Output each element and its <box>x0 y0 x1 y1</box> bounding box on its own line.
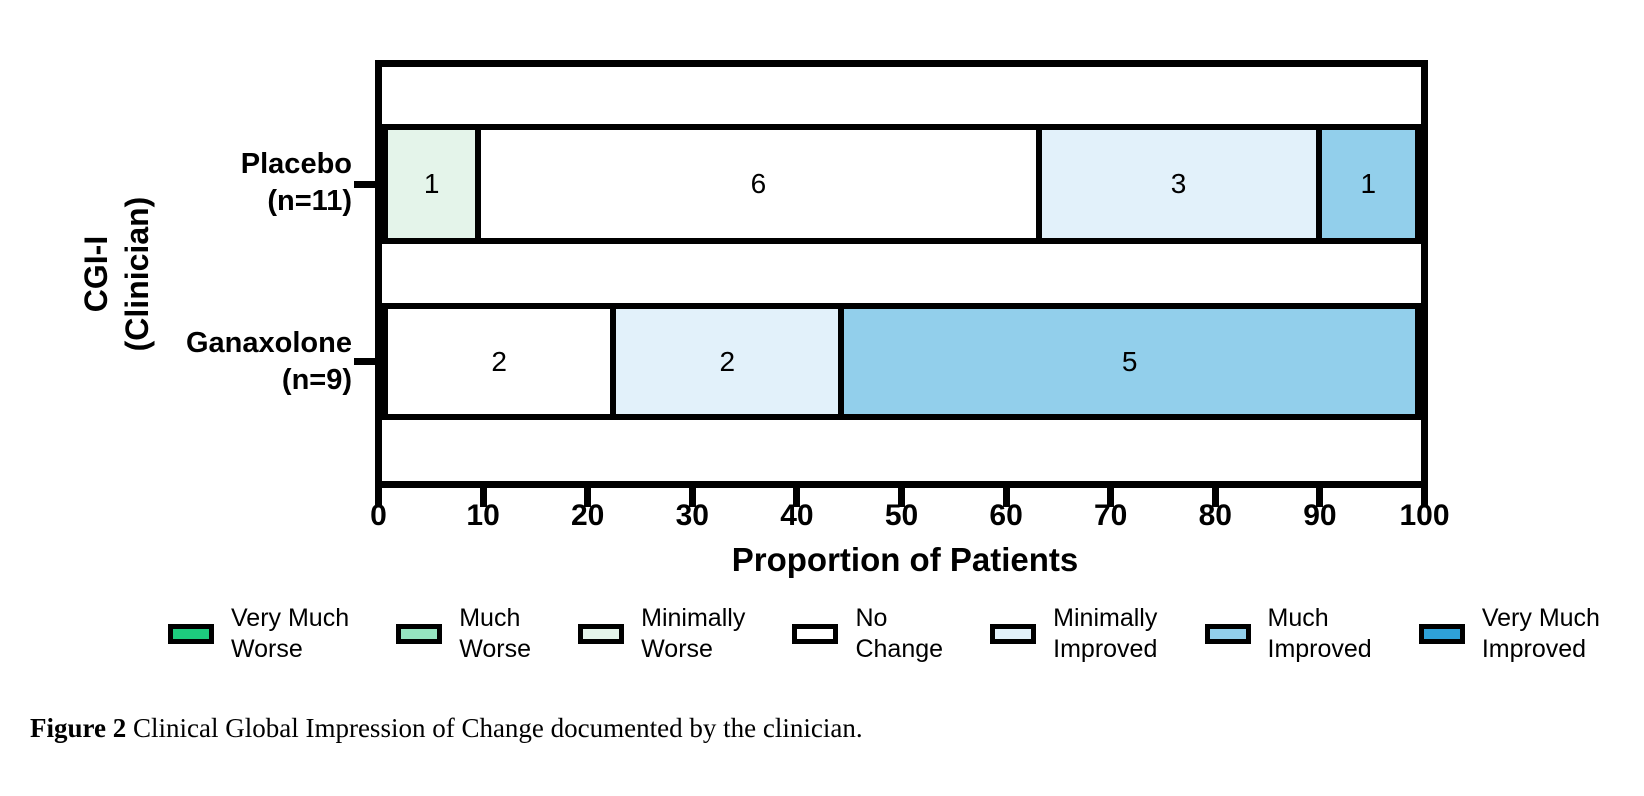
x-axis-tick-label-20: 20 <box>571 499 605 532</box>
bar-segment-count: 3 <box>1170 168 1187 199</box>
x-axis-tick-50 <box>898 488 905 507</box>
x-axis-tick-label-40: 40 <box>780 499 814 532</box>
bar-segment-count: 6 <box>750 168 767 199</box>
x-axis-tick-30 <box>688 488 696 507</box>
x-axis-tick-70 <box>1107 488 1115 507</box>
x-axis-tick-label-50: 50 <box>884 499 919 532</box>
x-axis-title: Proportion of Patients <box>731 541 1079 578</box>
legend-swatch <box>168 624 214 644</box>
legend-swatch <box>990 624 1037 644</box>
legend-label: Minimally Improved <box>1053 604 1158 663</box>
legend-swatch <box>792 624 839 644</box>
x-axis-tick-0 <box>375 488 382 507</box>
bar-segment-count: 1 <box>423 168 440 199</box>
x-axis-tick-label-90: 90 <box>1303 499 1337 532</box>
x-axis-tick-40 <box>793 488 801 507</box>
bar-segment-much-improved: 5 <box>844 309 1415 414</box>
legend: Very Much Worse Much Worse Minimally Worse No C… <box>168 601 1600 667</box>
x-axis-tick-10 <box>479 488 487 507</box>
legend-label: Minimally Worse <box>641 604 746 663</box>
x-axis-tick-label-100: 100 <box>1399 499 1450 532</box>
bar-segment-count: 1 <box>1360 168 1377 199</box>
figure-caption-text: Clinical Global Impression of Change doc… <box>126 713 863 743</box>
y-axis-tick-ganaxolone <box>354 358 375 365</box>
bar-segment-minimally-improved: 2 <box>616 309 845 414</box>
legend-label: Very Much Improved <box>1481 604 1600 663</box>
x-axis-tick-label-70: 70 <box>1094 499 1128 532</box>
bar-segment-no-change: 2 <box>388 309 617 414</box>
legend-item-no-change: No Change <box>792 603 943 665</box>
legend-swatch <box>1204 624 1251 644</box>
legend-swatch <box>1418 624 1465 644</box>
x-axis-tick-label-10: 10 <box>466 499 500 532</box>
legend-swatch <box>578 624 625 644</box>
bar-segment-count: 5 <box>1121 345 1138 377</box>
legend-item-much-worse: Much Worse <box>396 603 531 665</box>
x-axis-tick-label-30: 30 <box>675 499 709 532</box>
x-axis-tick-label-60: 60 <box>989 499 1023 532</box>
bar-segment-no-change: 6 <box>481 130 1042 238</box>
figure-caption: Figure 2 Clinical Global Impression of C… <box>30 713 863 744</box>
legend-label: Much Worse <box>459 604 532 663</box>
stacked-bar-ganaxolone: 2 2 5 <box>382 303 1421 420</box>
bar-segment-much-improved: 1 <box>1321 130 1415 238</box>
legend-item-very-much-improved: Very Much Improved <box>1418 603 1600 665</box>
x-axis-tick-label-0: 0 <box>370 499 387 532</box>
bar-segment-minimally-worse: 1 <box>388 130 482 238</box>
legend-swatch <box>396 624 443 644</box>
legend-item-very-much-worse: Very Much Worse <box>168 603 349 665</box>
x-axis-tick-100 <box>1421 488 1428 507</box>
legend-item-minimally-worse: Minimally Worse <box>578 603 745 665</box>
y-axis-tick-placebo <box>354 181 375 188</box>
legend-label: No Change <box>855 604 944 663</box>
category-label-ganaxolone: Ganaxolone (n=9) <box>186 327 352 396</box>
category-label-placebo: Placebo (n=11) <box>240 148 352 217</box>
legend-item-minimally-improved: Minimally Improved <box>990 603 1157 665</box>
x-axis-tick-90 <box>1316 488 1324 507</box>
legend-item-much-improved: Much Improved <box>1204 603 1372 665</box>
x-axis-tick-60 <box>1002 488 1010 507</box>
legend-label: Much Improved <box>1267 604 1372 663</box>
figure-caption-number: Figure 2 <box>30 713 127 743</box>
legend-label: Very Much Worse <box>231 604 350 663</box>
bar-segment-count: 2 <box>719 345 736 377</box>
bar-segment-count: 2 <box>491 345 507 377</box>
bar-segment-minimally-improved: 3 <box>1041 130 1322 238</box>
x-axis-tick-20 <box>584 488 592 507</box>
x-axis-tick-label-80: 80 <box>1198 499 1232 532</box>
x-axis-tick-80 <box>1211 488 1219 507</box>
